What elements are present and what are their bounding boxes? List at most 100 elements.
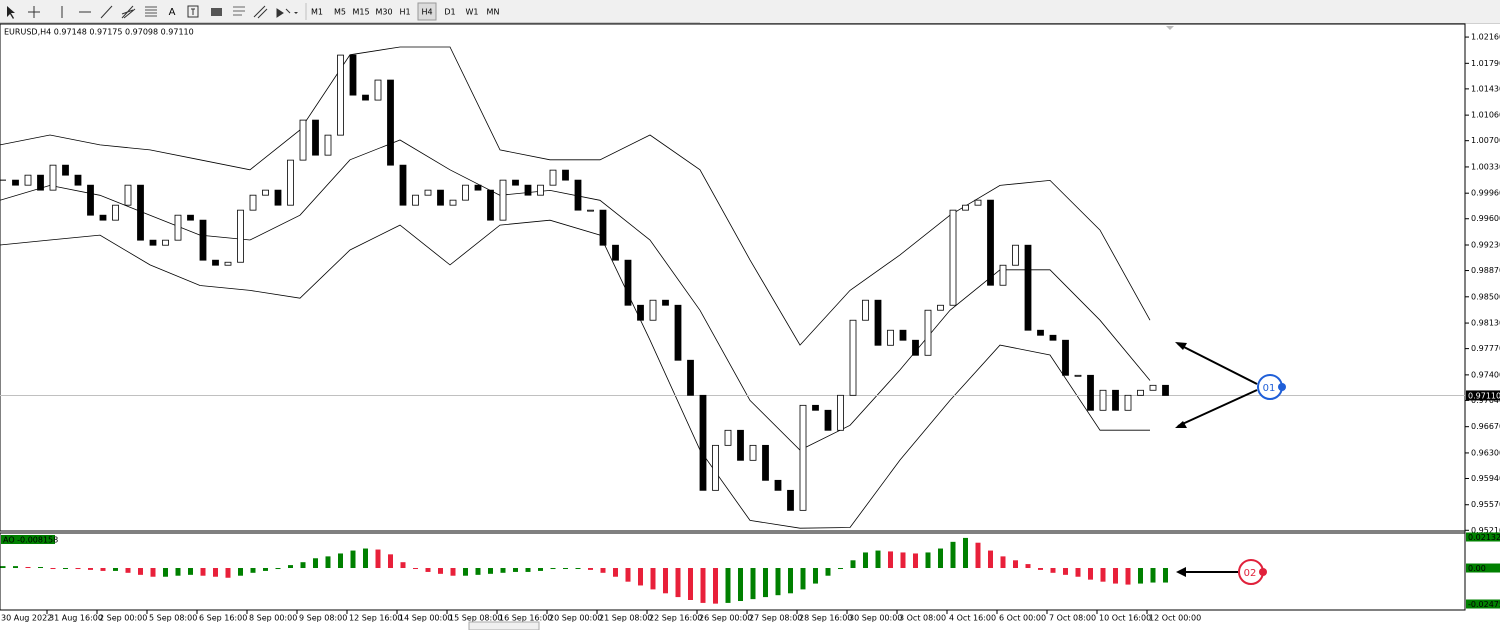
chart-shift-marker: [1166, 26, 1174, 30]
arrows-tool[interactable]: [276, 8, 291, 18]
candle: [1024, 244, 1032, 331]
ao-bar: [725, 568, 731, 603]
candle: [624, 259, 632, 306]
ao-bar: [550, 568, 556, 570]
fibo-expansion-tool[interactable]: [233, 6, 245, 16]
ao-bar: [738, 568, 743, 602]
ao-bar: [1100, 568, 1106, 582]
ao-bar: [613, 568, 618, 577]
timeframe-button[interactable]: H1: [399, 8, 410, 17]
y-tick-label: 1.02160: [1471, 33, 1500, 42]
ao-bar: [638, 568, 643, 586]
timeframe-button[interactable]: M5: [334, 8, 346, 17]
candle: [724, 429, 732, 446]
timeframe-button[interactable]: M1: [311, 8, 323, 17]
candle: [1049, 334, 1057, 341]
fibo-tool[interactable]: [145, 6, 157, 17]
ao-bar: [363, 548, 368, 569]
candle: [274, 189, 282, 206]
candle: [662, 299, 669, 306]
candle: [149, 239, 157, 246]
ao-bar: [950, 541, 956, 569]
candle: [24, 174, 32, 186]
timeframe-button[interactable]: M30: [375, 8, 392, 17]
candle: [862, 299, 869, 321]
timeframe-button[interactable]: H4: [421, 8, 432, 17]
ao-bar: [350, 550, 356, 569]
text-label-glyph: [191, 8, 195, 15]
candle: [1099, 389, 1107, 411]
ao-bar: [475, 568, 481, 575]
fan-tool[interactable]: [121, 5, 136, 19]
candle: [1087, 374, 1094, 411]
x-tick-label: 9 Sep 08:00: [299, 614, 347, 623]
candle: [949, 209, 957, 306]
ao-bar: [1150, 568, 1156, 583]
candle: [599, 209, 607, 246]
candle: [637, 304, 644, 321]
candle: [962, 204, 969, 211]
ao-bar: [388, 554, 393, 569]
ao-bar: [538, 568, 543, 571]
ao-bar: [275, 568, 281, 570]
candle: [574, 179, 582, 211]
candle: [1112, 389, 1119, 411]
channel-tool[interactable]: [253, 5, 268, 19]
ao-bar: [988, 550, 993, 569]
indicator-label-box: [1, 535, 55, 544]
candle: [299, 119, 307, 161]
timeframe-button[interactable]: D1: [444, 8, 455, 17]
ao-bar: [1038, 568, 1043, 570]
rectangle-tool[interactable]: [211, 8, 222, 16]
candle: [799, 404, 807, 511]
ao-bar: [25, 566, 31, 569]
candle: [1137, 389, 1144, 396]
candle: [337, 54, 344, 136]
ao-bar: [438, 568, 443, 574]
candle: [524, 184, 532, 196]
ao-bar: [700, 568, 706, 603]
callout-02: 02: [1176, 559, 1267, 585]
candle: [474, 184, 482, 191]
ao-bar: [775, 568, 781, 596]
candle: [112, 204, 119, 221]
ao-bar: [175, 568, 181, 576]
ao-bar: [1025, 564, 1031, 569]
trendline-tool[interactable]: [100, 5, 113, 19]
candle: [849, 319, 857, 396]
timeframe-button[interactable]: M15: [352, 8, 369, 17]
ao-bar: [13, 566, 18, 569]
candle: [937, 304, 944, 311]
candle: [349, 54, 357, 96]
candle: [162, 239, 169, 246]
timeframe-button[interactable]: W1: [466, 8, 479, 17]
ao-bar: [450, 568, 456, 576]
ao-bar: [713, 568, 718, 604]
timeframe-button[interactable]: MN: [487, 8, 500, 17]
candle: [87, 184, 94, 216]
callout-01: 01: [1175, 342, 1286, 428]
scroll-tab[interactable]: [468, 621, 540, 630]
cursor-tool[interactable]: [7, 6, 15, 19]
ao-bar: [563, 568, 568, 570]
ao-bar: [913, 553, 918, 569]
y-tick-box: [1466, 563, 1500, 573]
dropdown[interactable]: [294, 12, 298, 14]
candle: [137, 184, 144, 241]
x-tick-label: 26 Sep 00:00: [699, 614, 752, 623]
candle: [549, 169, 557, 186]
ao-bar: [75, 568, 81, 570]
candle: [362, 94, 369, 101]
x-tick-label: 5 Sep 08:00: [149, 614, 197, 623]
crosshair-tool[interactable]: [28, 6, 40, 18]
text-label-tool[interactable]: [187, 5, 199, 18]
text-tool[interactable]: A: [169, 7, 176, 18]
ao-bar: [1113, 568, 1118, 584]
candle: [812, 404, 819, 411]
ao-bar: [88, 568, 93, 570]
x-tick-label: 20 Sep 00:00: [549, 614, 602, 623]
candle: [212, 259, 219, 266]
